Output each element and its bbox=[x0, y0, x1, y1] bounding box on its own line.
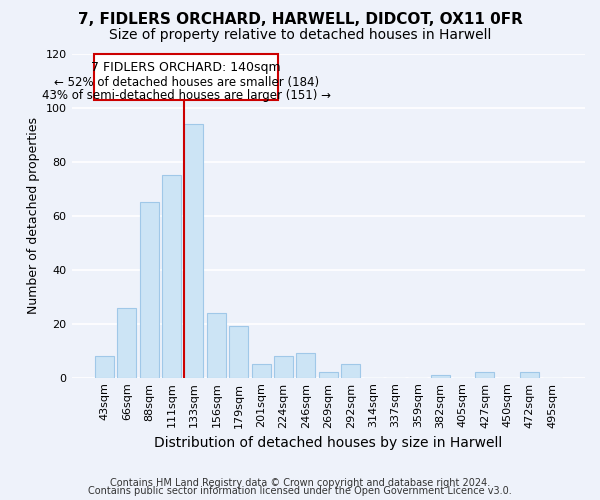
Bar bbox=[296, 354, 316, 378]
Y-axis label: Number of detached properties: Number of detached properties bbox=[27, 118, 40, 314]
Bar bbox=[251, 364, 271, 378]
Bar bbox=[520, 372, 539, 378]
Bar bbox=[140, 202, 158, 378]
Bar bbox=[207, 313, 226, 378]
Text: Size of property relative to detached houses in Harwell: Size of property relative to detached ho… bbox=[109, 28, 491, 42]
Bar bbox=[475, 372, 494, 378]
Bar bbox=[117, 308, 136, 378]
Text: ← 52% of detached houses are smaller (184): ← 52% of detached houses are smaller (18… bbox=[53, 76, 319, 88]
Bar bbox=[274, 356, 293, 378]
Text: 7 FIDLERS ORCHARD: 140sqm: 7 FIDLERS ORCHARD: 140sqm bbox=[91, 60, 281, 74]
FancyBboxPatch shape bbox=[94, 54, 278, 100]
Bar bbox=[431, 375, 450, 378]
Bar bbox=[95, 356, 114, 378]
Text: Contains HM Land Registry data © Crown copyright and database right 2024.: Contains HM Land Registry data © Crown c… bbox=[110, 478, 490, 488]
Text: Contains public sector information licensed under the Open Government Licence v3: Contains public sector information licen… bbox=[88, 486, 512, 496]
Text: 43% of semi-detached houses are larger (151) →: 43% of semi-detached houses are larger (… bbox=[41, 89, 331, 102]
Bar bbox=[341, 364, 360, 378]
Bar bbox=[162, 176, 181, 378]
Bar bbox=[184, 124, 203, 378]
Bar bbox=[229, 326, 248, 378]
X-axis label: Distribution of detached houses by size in Harwell: Distribution of detached houses by size … bbox=[154, 436, 502, 450]
Bar bbox=[319, 372, 338, 378]
Text: 7, FIDLERS ORCHARD, HARWELL, DIDCOT, OX11 0FR: 7, FIDLERS ORCHARD, HARWELL, DIDCOT, OX1… bbox=[77, 12, 523, 28]
